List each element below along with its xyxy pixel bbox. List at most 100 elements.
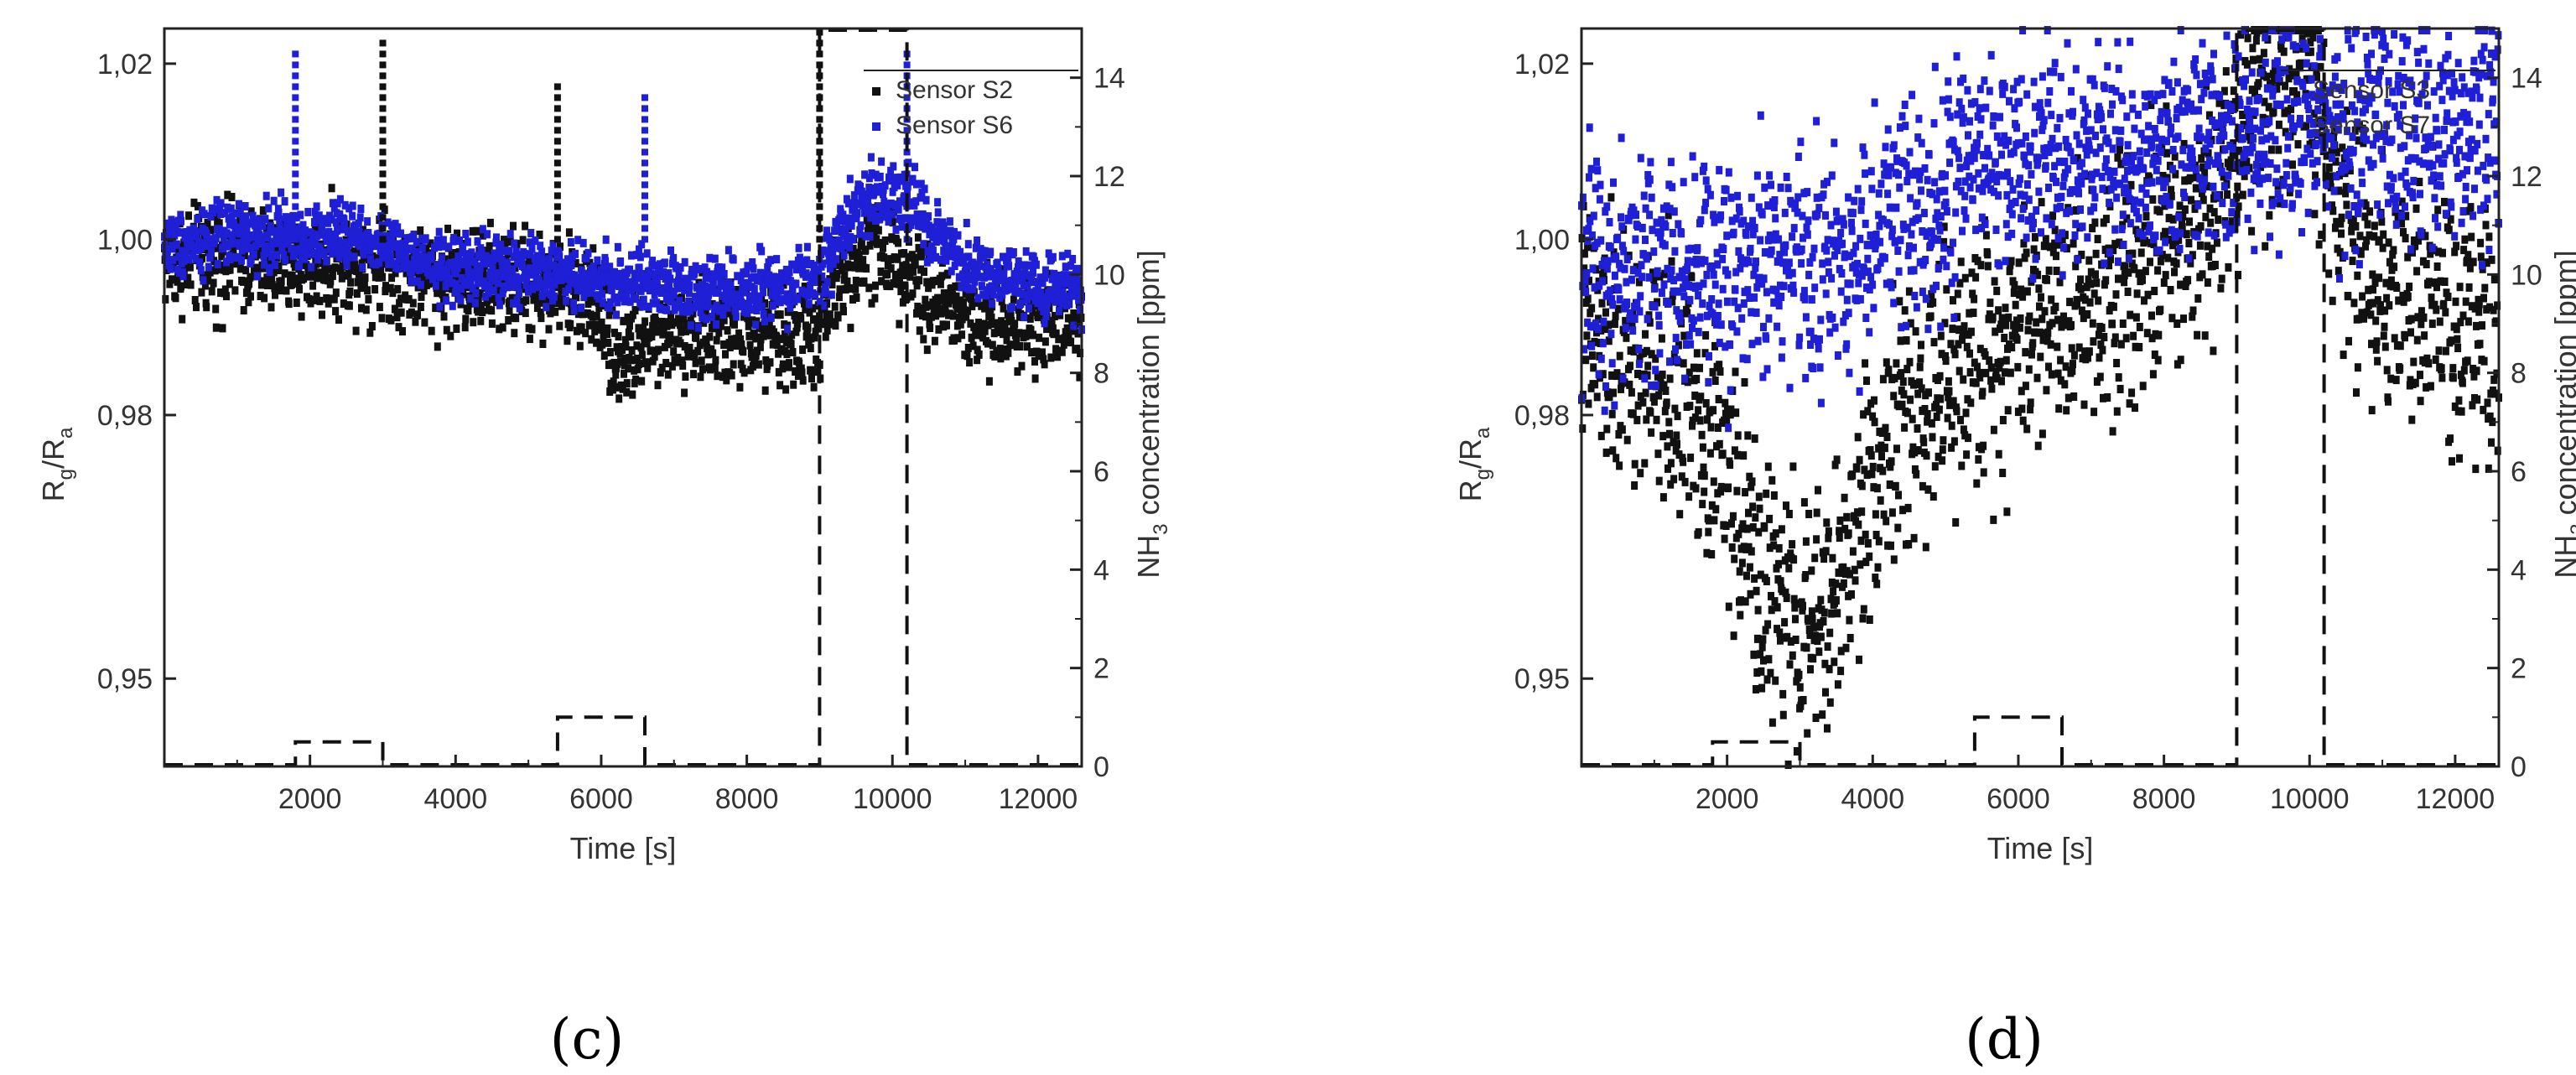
data-point [522, 221, 529, 231]
data-point [1701, 349, 1709, 358]
data-point [1815, 647, 1823, 657]
data-point [924, 240, 932, 249]
data-point [1999, 469, 2007, 477]
data-point [387, 315, 395, 325]
data-point [458, 284, 465, 293]
data-point [386, 259, 393, 268]
data-point [2049, 211, 2057, 221]
data-point [863, 264, 870, 273]
data-point [968, 272, 975, 281]
data-point [1595, 314, 1602, 324]
data-point [957, 247, 964, 257]
data-point [203, 303, 210, 312]
data-point [598, 318, 605, 327]
data-point [938, 272, 946, 281]
data-point [475, 278, 482, 288]
data-point [1984, 250, 1992, 259]
spike-point [903, 94, 911, 101]
data-point [1715, 395, 1722, 403]
data-point [1909, 443, 1917, 452]
data-point [743, 268, 750, 278]
data-point [213, 195, 221, 205]
data-point [2217, 283, 2225, 293]
data-point [866, 231, 874, 241]
data-point [1663, 398, 1670, 408]
data-point [585, 320, 593, 330]
data-point [857, 183, 864, 191]
data-point [2034, 441, 2042, 450]
data-point [2052, 302, 2059, 311]
data-point [1660, 381, 1668, 390]
data-point [2024, 325, 2032, 335]
data-point [1955, 325, 1963, 335]
data-point [224, 203, 231, 212]
data-point [1052, 290, 1060, 299]
spike-point [641, 203, 648, 210]
data-point [1588, 351, 1596, 361]
data-point [612, 370, 620, 379]
data-point [267, 243, 275, 252]
data-point [691, 267, 699, 277]
data-point [1006, 340, 1014, 350]
data-point [207, 226, 215, 235]
data-point [1616, 351, 1623, 361]
spike-2 [553, 83, 561, 243]
data-point [313, 292, 320, 301]
data-point [835, 293, 843, 302]
data-point [1058, 299, 1066, 308]
spike-point [292, 83, 299, 91]
data-point [497, 240, 505, 249]
data-point [2162, 271, 2169, 280]
data-point [2116, 385, 2124, 393]
data-point [2188, 195, 2194, 205]
data-point [529, 282, 537, 291]
data-point [285, 299, 293, 309]
data-point [1879, 466, 1887, 475]
data-point [353, 289, 361, 299]
data-point [1868, 470, 1876, 479]
data-point [1077, 305, 1084, 314]
data-point [661, 258, 668, 267]
data-point [720, 270, 728, 278]
data-point [2063, 406, 2070, 415]
data-point [264, 232, 272, 241]
data-point [1768, 591, 1774, 600]
data-point [330, 203, 338, 212]
data-point [437, 273, 444, 282]
data-point [619, 384, 626, 393]
data-point [610, 274, 617, 283]
data-point [811, 290, 818, 299]
data-point [1069, 255, 1077, 263]
data-point [1047, 287, 1055, 296]
y-left-tick-label: 1,02 [97, 49, 153, 80]
data-point [802, 269, 810, 278]
data-point [1680, 331, 1688, 340]
data-point [782, 385, 790, 394]
data-point [417, 226, 424, 235]
data-point [2011, 281, 2018, 290]
data-point [2121, 278, 2128, 287]
data-point [1030, 330, 1036, 340]
data-point [822, 288, 829, 297]
data-point [476, 263, 484, 273]
data-point [1029, 307, 1036, 316]
data-point [477, 316, 485, 325]
data-point [1784, 761, 1792, 769]
data-point [1054, 352, 1061, 361]
data-point [516, 288, 522, 297]
data-point [1603, 424, 1611, 434]
data-point [1825, 533, 1832, 543]
data-point [849, 295, 856, 304]
data-point [2189, 306, 2197, 315]
data-point [1010, 248, 1017, 257]
data-point [2206, 204, 2214, 213]
data-point [921, 267, 927, 276]
data-point [193, 303, 200, 312]
data-point [2072, 205, 2080, 215]
data-point [2215, 98, 2223, 107]
data-point [1030, 268, 1036, 277]
data-point [2270, 107, 2277, 117]
data-point [752, 351, 760, 360]
data-point [2294, 140, 2302, 149]
data-point [855, 251, 863, 260]
